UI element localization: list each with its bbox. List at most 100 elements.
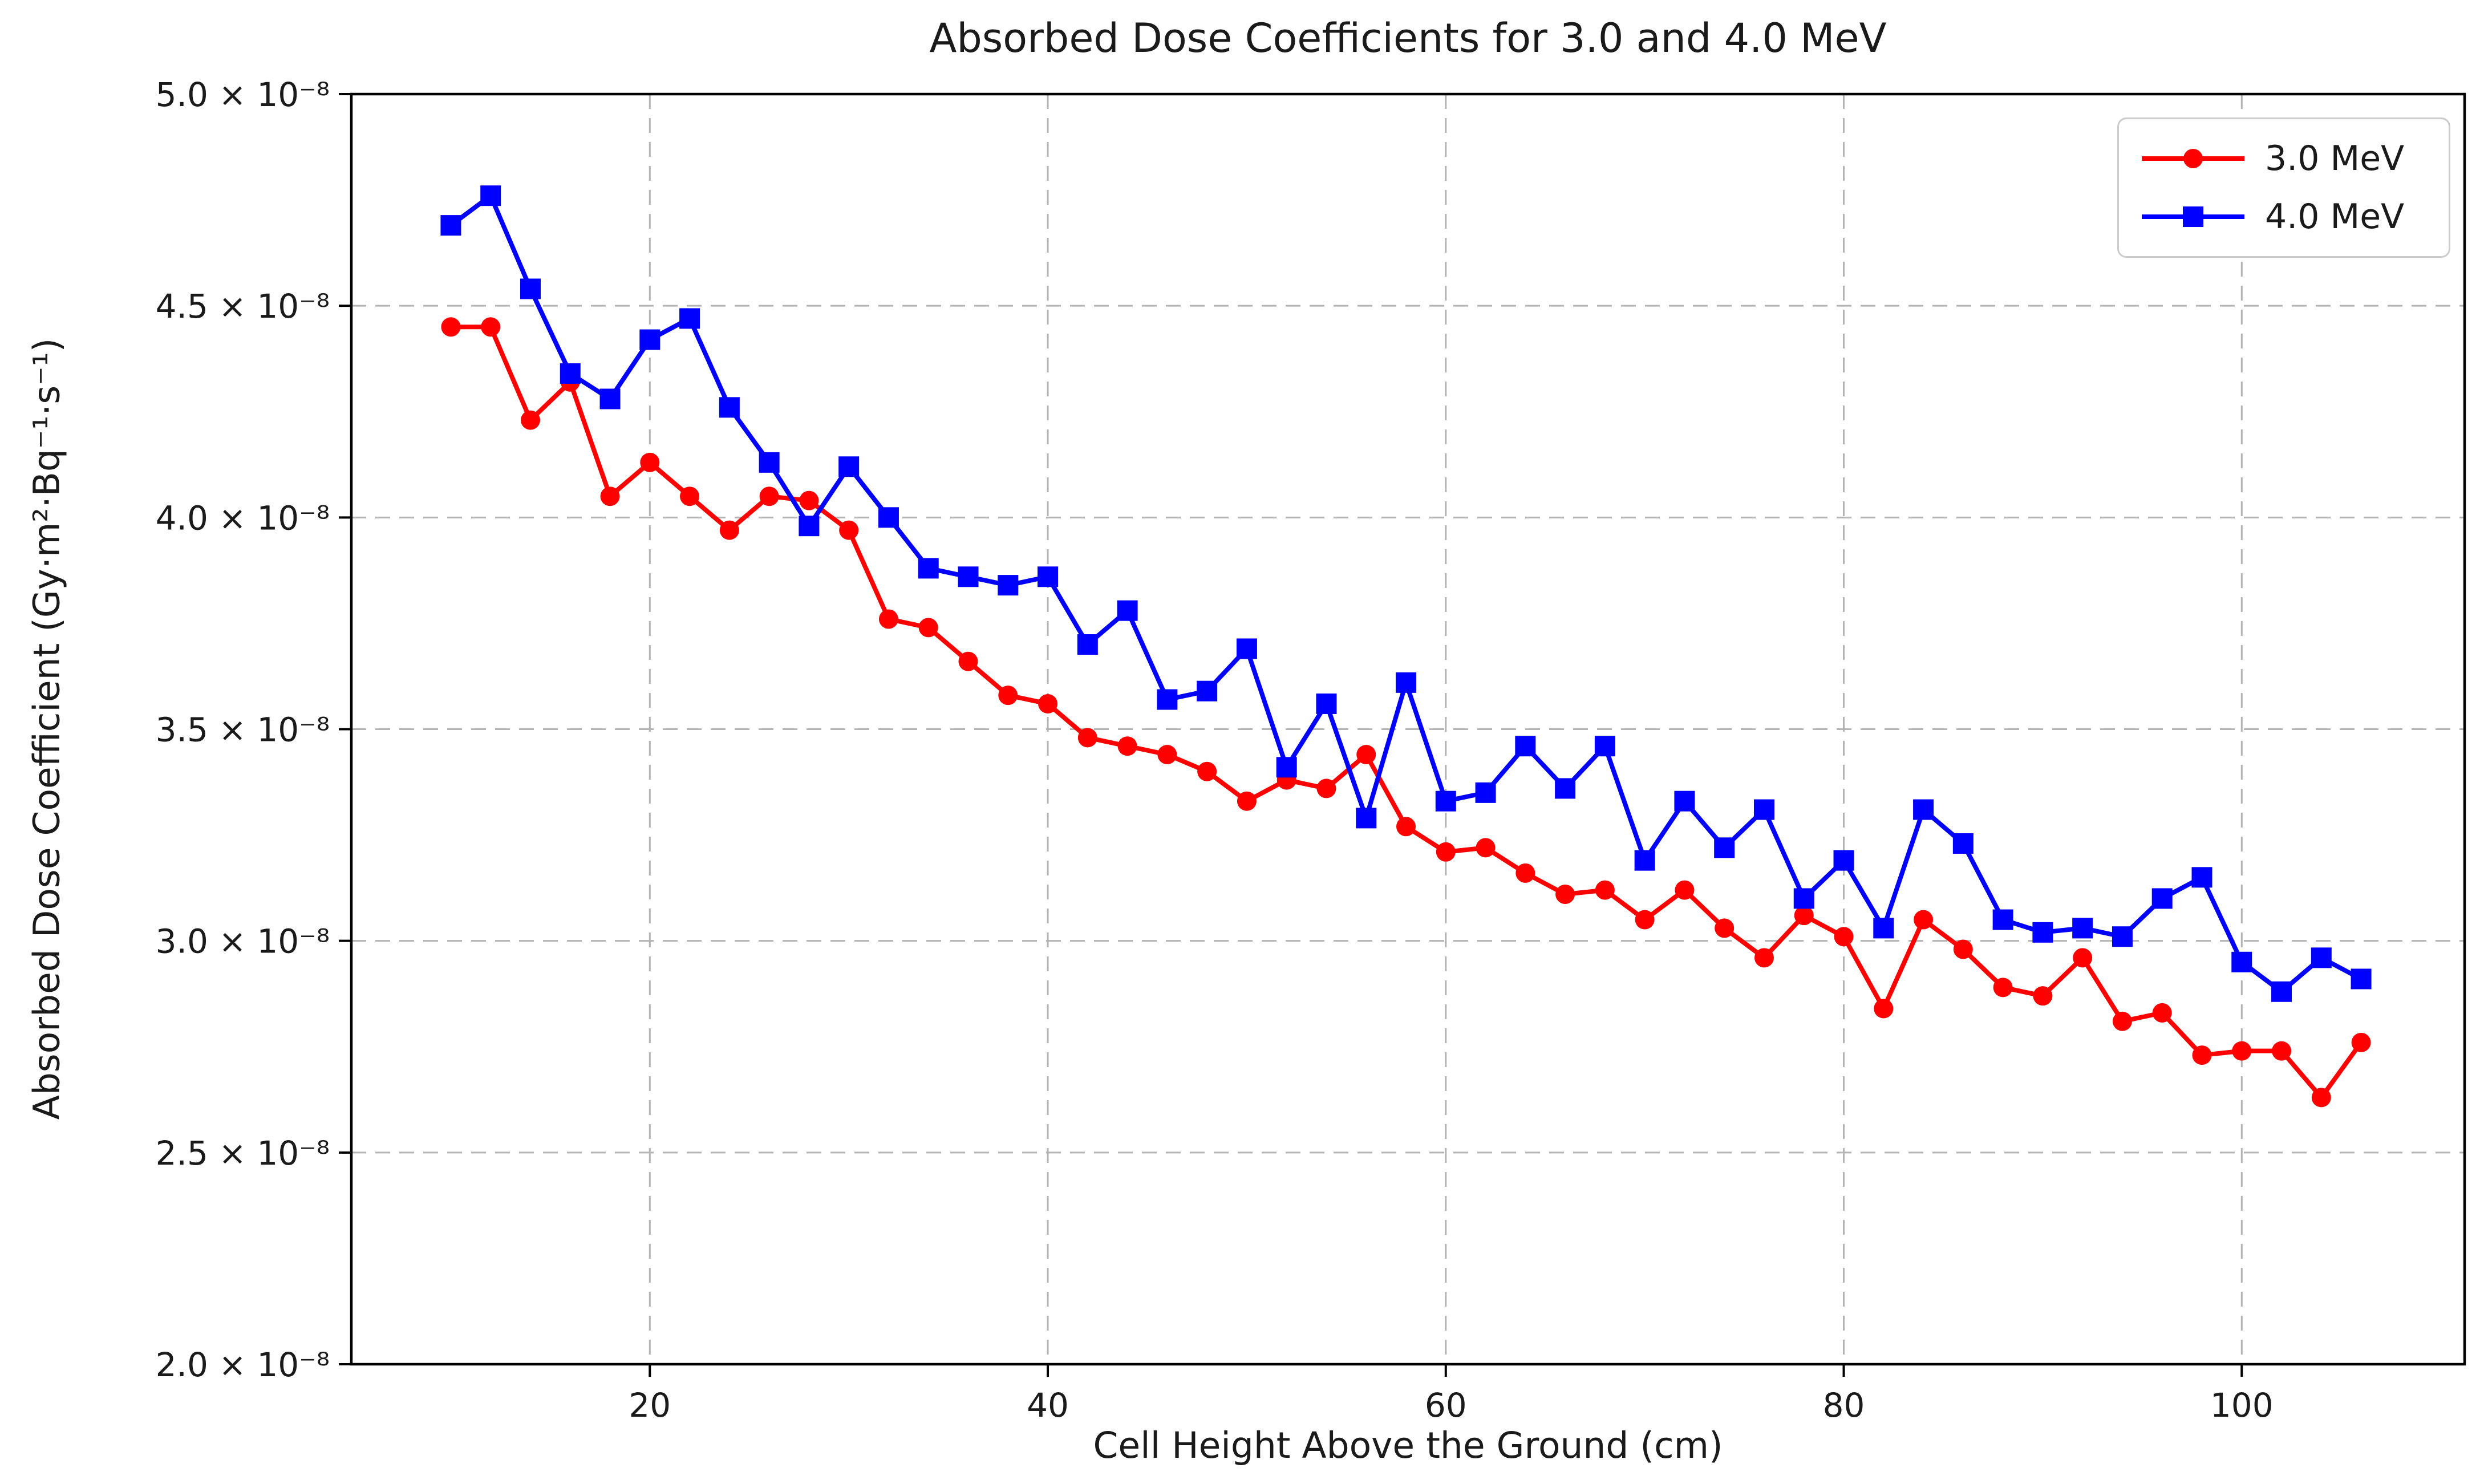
x-axis-label: Cell Height Above the Ground (cm) — [1093, 1425, 1723, 1466]
data-point-circle — [600, 486, 620, 506]
data-point-square — [2032, 922, 2053, 943]
data-point-circle — [1914, 910, 1934, 930]
y-tick-label: 4.5 × 10⁻⁸ — [156, 287, 330, 326]
data-point-square — [1157, 689, 1178, 710]
data-point-circle — [1197, 761, 1217, 781]
legend-sample-4mev — [2142, 194, 2244, 240]
data-point-square — [1753, 799, 1774, 820]
data-point-circle — [878, 609, 898, 629]
x-tick-label: 80 — [1823, 1386, 1865, 1425]
data-point-square — [440, 215, 461, 236]
y-tick-label: 4.0 × 10⁻⁸ — [156, 498, 330, 537]
data-point-circle — [839, 520, 859, 540]
data-point-square — [1793, 888, 1814, 909]
data-point-square — [520, 278, 541, 299]
data-point-circle — [1157, 745, 1177, 765]
data-point-square — [1236, 638, 1257, 659]
series-line-30MeV — [448, 325, 2364, 1100]
data-point-square — [1992, 909, 2013, 930]
data-point-circle — [1077, 728, 1097, 748]
data-point-circle — [1794, 906, 1814, 926]
legend: 3.0 MeV 4.0 MeV — [2117, 117, 2450, 258]
series-line-40MeV — [448, 193, 2364, 994]
data-point-circle — [1953, 939, 1973, 959]
chart-title: Absorbed Dose Coefficients for 3.0 and 4… — [929, 15, 1887, 62]
data-point-square — [1634, 850, 1655, 871]
data-point-circle — [1515, 863, 1535, 883]
data-point-square — [1356, 808, 1377, 829]
data-point-square — [1873, 918, 1894, 939]
data-point-square — [1952, 833, 1974, 854]
data-point-circle — [719, 520, 739, 540]
data-point-circle — [2192, 1045, 2212, 1065]
legend-label: 3.0 MeV — [2265, 139, 2405, 179]
data-point-circle — [1635, 910, 1655, 930]
data-point-square — [1833, 850, 1854, 871]
data-point-square — [1117, 600, 1138, 621]
y-axis-label: Absorbed Dose Coefficient (Gy·m²·Bq⁻¹·s⁻… — [26, 338, 68, 1120]
data-point-square — [560, 363, 581, 384]
data-point-circle — [2073, 948, 2093, 968]
data-point-circle — [2152, 1003, 2172, 1023]
data-point-square — [1555, 778, 1576, 799]
data-point-circle — [1874, 999, 1894, 1019]
data-point-square — [1316, 693, 1337, 714]
data-point-circle — [1237, 791, 1257, 811]
legend-circle-marker-icon — [2183, 149, 2203, 168]
data-point-square — [878, 507, 899, 528]
data-point-circle — [1555, 885, 1575, 905]
data-point-square — [719, 397, 740, 418]
data-point-circle — [2351, 1032, 2371, 1052]
data-point-circle — [2272, 1041, 2292, 1061]
data-point-circle — [1993, 978, 2013, 998]
data-point-square — [2311, 947, 2332, 968]
x-tick-label: 100 — [2210, 1386, 2274, 1425]
data-point-circle — [481, 317, 501, 337]
data-point-square — [639, 329, 660, 350]
data-point-circle — [441, 317, 461, 337]
data-point-circle — [520, 410, 540, 430]
legend-square-marker-icon — [2183, 206, 2203, 227]
data-point-circle — [998, 686, 1018, 705]
data-point-square — [838, 456, 860, 477]
data-point-square — [1396, 672, 1417, 693]
data-point-circle — [1356, 745, 1376, 765]
x-tick-label: 60 — [1425, 1386, 1467, 1425]
data-point-circle — [759, 486, 779, 506]
data-point-square — [2151, 888, 2173, 909]
data-point-circle — [918, 618, 938, 638]
data-point-circle — [1715, 918, 1735, 938]
data-point-square — [1038, 566, 1059, 587]
data-point-square — [2351, 968, 2372, 990]
legend-item-3mev: 3.0 MeV — [2142, 136, 2449, 181]
data-point-square — [599, 388, 621, 409]
y-tick-label: 5.0 × 10⁻⁸ — [156, 75, 330, 114]
data-point-circle — [1436, 842, 1456, 862]
y-tick-label: 3.0 × 10⁻⁸ — [156, 922, 330, 961]
data-point-square — [799, 516, 820, 537]
data-point-square — [1594, 736, 1615, 757]
data-point-square — [918, 558, 939, 579]
data-point-square — [2072, 918, 2093, 939]
data-point-square — [1197, 680, 1218, 702]
data-point-circle — [799, 490, 819, 510]
data-point-square — [679, 308, 700, 329]
data-point-circle — [1038, 694, 1058, 713]
legend-label: 4.0 MeV — [2265, 197, 2405, 237]
data-point-circle — [1117, 736, 1137, 756]
data-point-square — [759, 452, 780, 473]
data-point-circle — [1754, 948, 1774, 968]
y-tick-label: 3.5 × 10⁻⁸ — [156, 711, 330, 749]
y-tick-label: 2.5 × 10⁻⁸ — [156, 1134, 330, 1173]
data-point-circle — [1675, 880, 1695, 900]
legend-sample-3mev — [2142, 136, 2244, 181]
data-point-circle — [1396, 817, 1416, 837]
x-tick-label: 20 — [629, 1386, 671, 1425]
data-point-square — [1515, 736, 1536, 757]
data-point-square — [2271, 981, 2292, 1002]
data-point-square — [1674, 790, 1695, 812]
data-point-square — [2231, 951, 2252, 972]
data-point-square — [1276, 757, 1297, 778]
legend-item-4mev: 4.0 MeV — [2142, 194, 2449, 240]
x-tick-label: 40 — [1027, 1386, 1069, 1425]
